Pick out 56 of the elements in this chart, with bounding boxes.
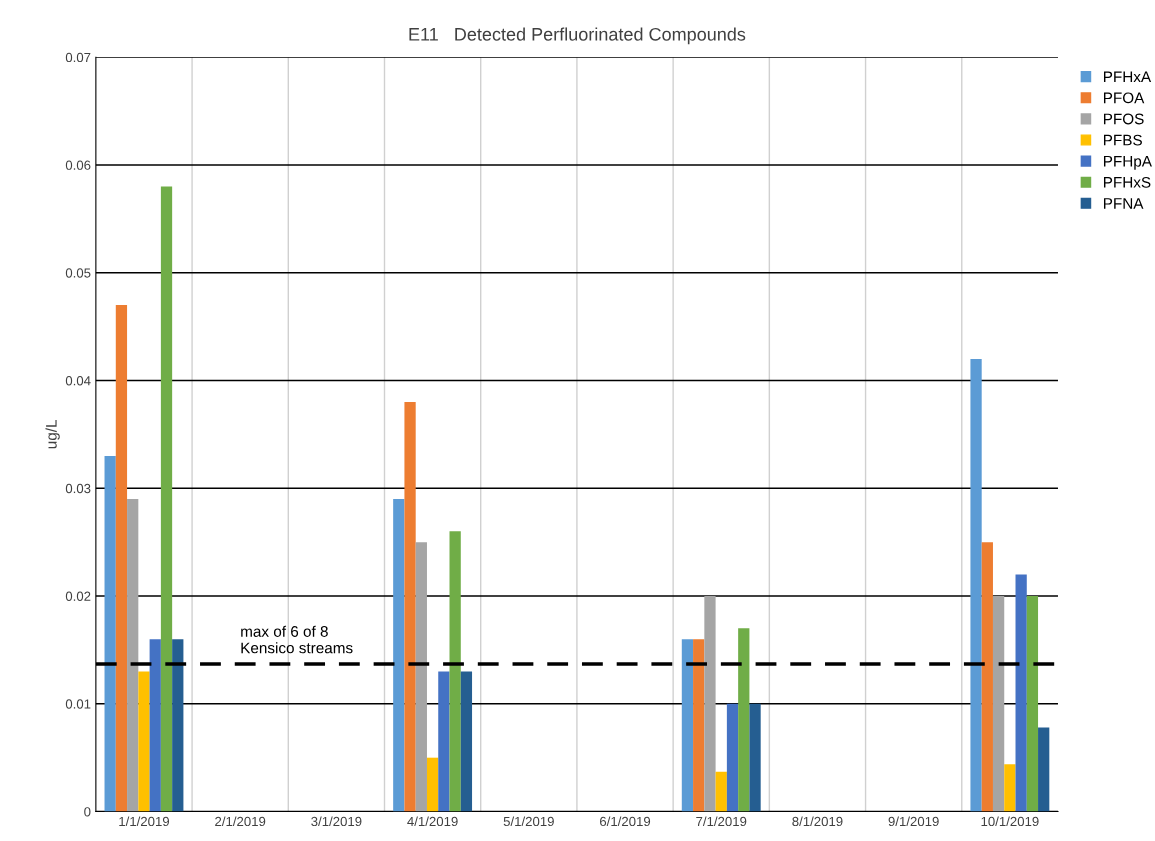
x-tick-label: 9/1/2019 xyxy=(888,816,939,827)
x-tick-label: 2/1/2019 xyxy=(215,816,266,827)
bar xyxy=(970,358,982,812)
bar xyxy=(992,596,1005,812)
x-tick-label: 5/1/2019 xyxy=(503,816,554,827)
chart-title: E11 Detected Perfluorinated Compounds xyxy=(409,27,746,45)
bar xyxy=(160,186,173,812)
bar xyxy=(449,531,461,812)
legend-label: PFHxA xyxy=(1103,71,1152,83)
y-tick-label: 0.04 xyxy=(65,376,91,386)
x-tick-label: 3/1/2019 xyxy=(311,816,362,827)
bar xyxy=(738,628,750,812)
bar xyxy=(127,499,139,812)
y-tick-label: 0.07 xyxy=(65,52,91,63)
bar xyxy=(726,703,739,812)
legend-label: PFHpA xyxy=(1103,155,1152,170)
x-tick-label: 8/1/2019 xyxy=(792,816,843,827)
bar xyxy=(704,596,716,812)
legend-label: PFOS xyxy=(1103,113,1144,125)
bar xyxy=(393,499,405,812)
y-tick-label: 0 xyxy=(84,807,91,817)
y-tick-label: 0.05 xyxy=(65,268,91,278)
bar xyxy=(115,305,128,812)
bar xyxy=(749,703,761,812)
legend-label: PFOA xyxy=(1103,92,1145,104)
y-tick-label: 0.03 xyxy=(65,483,91,494)
bar xyxy=(715,771,727,812)
bar xyxy=(415,542,427,812)
bar xyxy=(693,639,705,812)
bar xyxy=(1004,764,1016,812)
bar xyxy=(1026,596,1039,812)
bar xyxy=(138,671,150,812)
bar xyxy=(1038,727,1050,812)
y-tick-label: 0.06 xyxy=(65,160,91,170)
bar xyxy=(104,455,116,812)
bar xyxy=(404,402,416,812)
ref-line-label: max of 6 of 8 Kensico streams xyxy=(241,625,353,654)
legend-label: PFNA xyxy=(1103,198,1144,209)
legend-label: PFBS xyxy=(1103,134,1142,146)
x-tick-label: 1/1/2019 xyxy=(119,816,170,827)
bar xyxy=(981,542,993,812)
bar xyxy=(1015,574,1027,812)
bar xyxy=(172,639,184,812)
bar xyxy=(681,639,694,812)
legend-label: PFHxS xyxy=(1103,176,1151,188)
x-tick-label: 7/1/2019 xyxy=(696,816,747,827)
x-tick-label: 4/1/2019 xyxy=(407,816,458,827)
x-tick-label: 10/1/2019 xyxy=(981,816,1039,827)
bar xyxy=(438,671,450,812)
bar xyxy=(149,639,161,812)
y-tick-label: 0.01 xyxy=(65,699,91,709)
bar xyxy=(426,757,439,812)
y-tick-label: 0.02 xyxy=(65,591,91,601)
x-tick-label: 6/1/2019 xyxy=(600,816,651,827)
bar xyxy=(460,671,473,812)
y-axis-title: ug/L xyxy=(45,420,60,449)
